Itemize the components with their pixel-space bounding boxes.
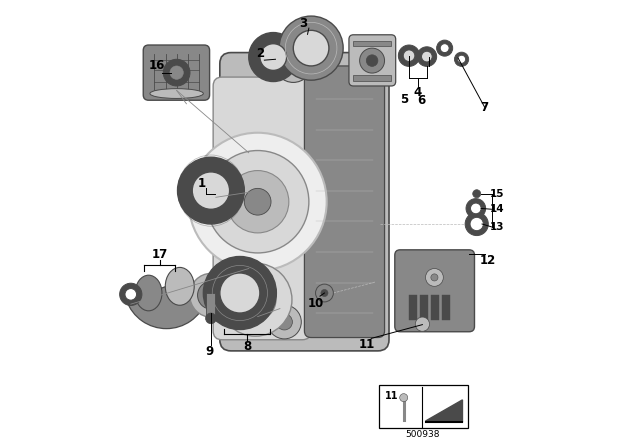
Circle shape <box>192 172 230 209</box>
Text: 11: 11 <box>385 391 399 401</box>
Text: 8: 8 <box>243 340 251 353</box>
Text: 13: 13 <box>490 222 504 232</box>
FancyBboxPatch shape <box>143 45 209 100</box>
Text: 16: 16 <box>148 60 164 73</box>
Circle shape <box>177 157 244 224</box>
Text: 5: 5 <box>399 93 408 106</box>
FancyBboxPatch shape <box>220 52 389 351</box>
Text: 3: 3 <box>300 17 308 30</box>
Circle shape <box>398 45 420 66</box>
Circle shape <box>125 289 136 300</box>
Text: 12: 12 <box>480 254 497 267</box>
Circle shape <box>268 305 301 339</box>
Bar <box>353 41 391 46</box>
Text: 6: 6 <box>417 94 426 107</box>
Ellipse shape <box>190 273 232 317</box>
Circle shape <box>473 190 481 198</box>
FancyBboxPatch shape <box>395 250 474 332</box>
Ellipse shape <box>150 89 204 99</box>
Text: 500938: 500938 <box>405 430 440 439</box>
Circle shape <box>279 16 343 80</box>
Text: 7: 7 <box>481 101 489 114</box>
Circle shape <box>316 284 333 302</box>
Circle shape <box>466 198 486 218</box>
Circle shape <box>204 257 276 330</box>
Ellipse shape <box>198 281 224 309</box>
Circle shape <box>360 48 385 73</box>
Text: 10: 10 <box>307 297 324 310</box>
Circle shape <box>284 54 303 73</box>
Text: 17: 17 <box>152 248 168 261</box>
Bar <box>431 295 439 320</box>
Circle shape <box>454 52 468 66</box>
Circle shape <box>220 273 260 313</box>
Ellipse shape <box>165 267 194 305</box>
Circle shape <box>244 188 271 215</box>
Circle shape <box>426 268 444 286</box>
FancyBboxPatch shape <box>305 66 385 337</box>
Circle shape <box>219 263 292 336</box>
Text: 1: 1 <box>198 177 206 190</box>
FancyBboxPatch shape <box>379 385 468 428</box>
Circle shape <box>415 317 429 332</box>
Bar <box>207 293 216 318</box>
Bar <box>442 295 451 320</box>
Text: 2: 2 <box>256 47 264 60</box>
Circle shape <box>422 51 432 62</box>
Circle shape <box>436 40 452 56</box>
Circle shape <box>275 45 312 82</box>
FancyBboxPatch shape <box>213 77 311 340</box>
Circle shape <box>293 30 329 66</box>
Polygon shape <box>426 400 463 422</box>
Text: 14: 14 <box>490 204 504 214</box>
Text: 4: 4 <box>414 86 422 99</box>
Text: 15: 15 <box>490 189 504 199</box>
Circle shape <box>470 217 483 231</box>
Circle shape <box>207 151 309 253</box>
Circle shape <box>465 212 488 236</box>
Circle shape <box>235 279 276 320</box>
Ellipse shape <box>135 275 162 311</box>
Circle shape <box>417 47 436 66</box>
Circle shape <box>458 55 465 63</box>
Circle shape <box>403 50 415 61</box>
Circle shape <box>260 44 287 70</box>
Circle shape <box>440 44 449 52</box>
Circle shape <box>470 203 481 214</box>
Circle shape <box>249 33 298 82</box>
Circle shape <box>120 283 142 306</box>
Circle shape <box>276 314 292 330</box>
Circle shape <box>321 289 328 297</box>
Circle shape <box>163 59 190 86</box>
Wedge shape <box>127 286 206 329</box>
Circle shape <box>189 133 326 271</box>
Circle shape <box>431 274 438 281</box>
Circle shape <box>400 394 408 402</box>
Bar <box>420 295 428 320</box>
Circle shape <box>227 171 289 233</box>
Circle shape <box>366 55 378 66</box>
Circle shape <box>170 66 183 79</box>
Circle shape <box>205 313 216 324</box>
Bar <box>353 75 391 81</box>
Bar <box>409 295 417 320</box>
FancyBboxPatch shape <box>349 35 396 86</box>
Text: 9: 9 <box>205 345 214 358</box>
Text: 11: 11 <box>358 338 375 351</box>
